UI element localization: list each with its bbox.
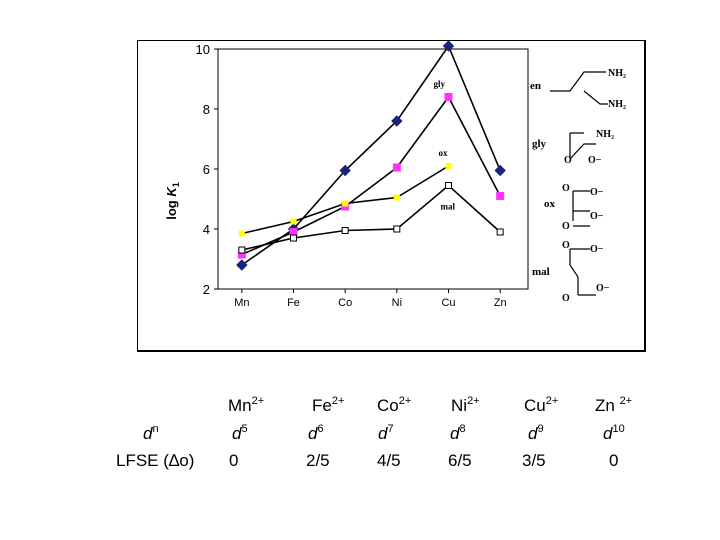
ion-co: Co2+ [377,395,412,416]
y-tick-label: 10 [196,42,210,57]
ion-fe: Fe2+ [312,395,345,416]
lfse-ni: 6/5 [448,451,472,470]
series-line-gly [241,95,501,256]
point-mal [445,182,452,189]
point-ox [393,194,400,201]
point-mal [238,246,246,254]
dn-fe: d6 [308,423,324,444]
dn-cu: d9 [528,423,544,444]
point-gly [496,192,505,200]
mal-o-top: O [562,240,570,251]
x-tick-label: Fe [287,297,300,309]
point-en [494,164,506,177]
series-line-mal [241,184,501,251]
ion-mn: Mn2+ [228,395,265,416]
x-tick-label: Ni [392,297,402,309]
lfse-co: 4/5 [377,451,401,470]
gly-structure-bonds [569,132,596,160]
dn-zn: d10 [603,423,625,444]
gly-o-minus: O− [588,155,602,166]
y-tick-label: 2 [203,282,210,297]
ox-o-top: O [562,183,570,194]
x-tick-label: Zn [494,297,507,309]
legend-label-en: en [530,80,541,92]
point-mal [290,234,297,242]
lfse-fe: 2/5 [306,451,330,470]
dn-ni: d8 [450,423,466,444]
point-en [339,164,351,177]
series-label-mal: mal [441,202,456,212]
y-tick-label: 4 [203,222,210,237]
point-gly [392,163,401,172]
series-label-ox: ox [439,148,449,158]
dn-label: dn [143,423,159,444]
y-tick-label: 6 [203,162,210,177]
y-tick-label: 8 [203,102,210,117]
en-structure-bonds [550,71,608,105]
ox-o-minus-bottom: O− [590,211,604,222]
x-tick-label: Co [338,297,352,309]
en-nh2-bottom: NH₂ [608,99,626,110]
legend-label-gly: gly [532,138,547,150]
mal-o-minus-top: O− [590,244,604,255]
point-mal [496,228,504,236]
lfse-zn: 0 [609,451,619,470]
mal-o-minus-bottom: O− [596,283,610,294]
point-gly [237,250,246,259]
point-mal [341,227,349,234]
point-en [391,115,403,127]
x-tick-label: Cu [441,297,455,309]
gly-nh2: NH₂ [596,129,614,140]
ion-ni: Ni2+ [451,395,480,416]
point-en [236,259,248,271]
legend-label-ox: ox [544,198,556,210]
point-en [442,41,455,52]
point-ox [238,230,245,237]
point-ox [290,218,297,225]
plot-area [217,48,529,290]
mal-structure-bonds [569,248,596,296]
point-gly [444,93,453,101]
dn-mn: d5 [232,423,248,444]
ion-zn: Zn 2+ [595,395,633,416]
point-ox [342,200,349,207]
ox-o-bottom: O [562,221,570,232]
ligand-structures: NH₂ NH₂ NH₂ O O− O O− O O− O O− O O− [550,68,626,304]
dn-co: d7 [378,423,394,444]
lfse-cu: 3/5 [522,451,546,470]
gly-o: O [564,155,572,166]
point-mal [393,225,401,233]
y-axis-label: log K1 [164,182,181,220]
point-ox [445,163,452,169]
ox-o-minus-top: O− [590,187,604,198]
ion-cu: Cu2+ [524,395,559,416]
x-tick-label: Mn [234,297,249,309]
series-label-gly: gly [434,79,446,89]
ox-structure-bonds [572,190,590,227]
point-gly [289,228,298,236]
lfse-mn: 0 [229,451,239,470]
lfse-label: LFSE (∆o) [116,451,195,470]
legend-label-mal: mal [532,266,550,278]
mal-o-bottom: O [562,293,570,304]
en-nh2-top: NH₂ [608,68,626,79]
